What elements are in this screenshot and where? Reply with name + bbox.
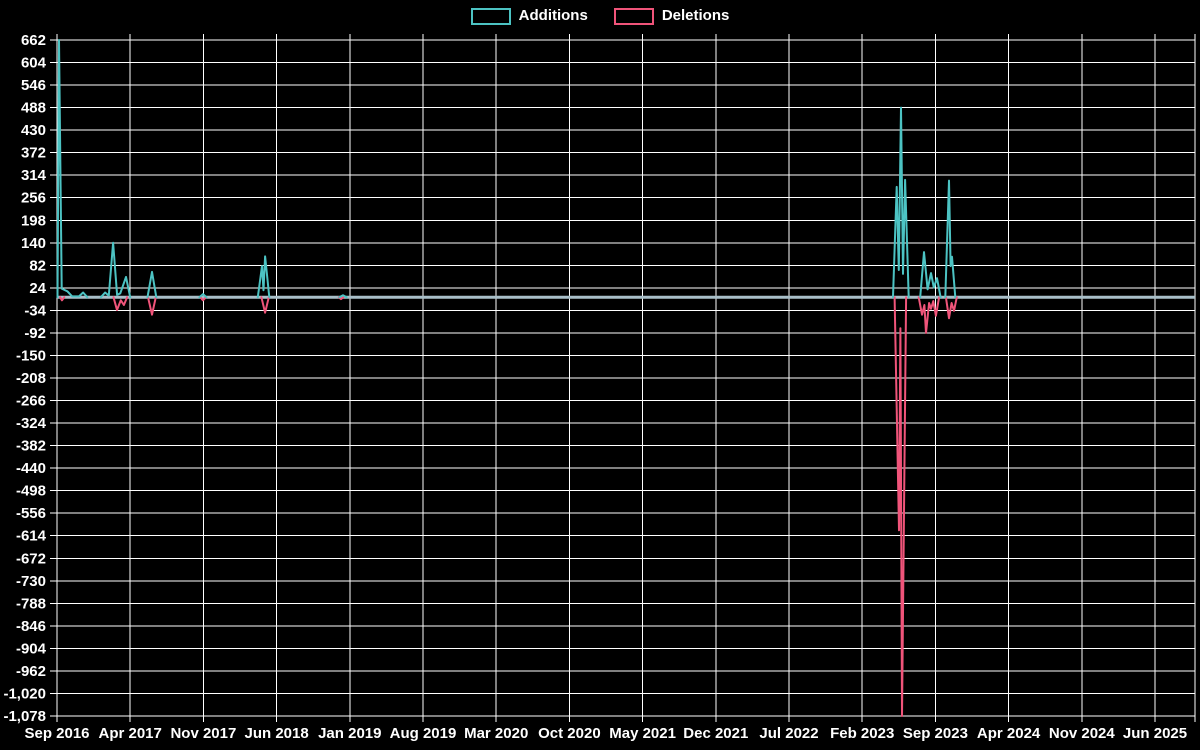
y-tick-label: -846	[16, 618, 46, 635]
y-tick-label: -34	[24, 302, 46, 319]
y-tick-label: -92	[24, 325, 46, 342]
y-tick-label: 314	[21, 167, 47, 184]
y-tick-label: 662	[21, 32, 46, 49]
additions-line-segment	[944, 179, 957, 299]
x-tick-label: Oct 2020	[538, 725, 601, 742]
x-tick-label: Mar 2020	[464, 725, 528, 742]
x-tick-label: Apr 2024	[977, 725, 1041, 742]
y-tick-label: -672	[16, 550, 46, 567]
y-tick-label: -150	[16, 347, 46, 364]
deletions-line-segment	[260, 296, 270, 314]
y-tick-label: 24	[29, 280, 46, 297]
y-tick-label: -324	[16, 415, 47, 432]
x-tick-label: Sep 2023	[903, 725, 968, 742]
additions-line-segment	[919, 251, 942, 299]
deletions-line-segment	[59, 296, 66, 302]
x-tick-label: Jan 2019	[318, 725, 381, 742]
deletions-line-segment	[944, 296, 958, 320]
additions-line-segment	[146, 270, 158, 299]
deletions-line-segment	[917, 296, 941, 334]
y-tick-label: -1,078	[3, 708, 46, 725]
legend-item-deletions[interactable]: Deletions	[613, 7, 730, 25]
legend-label-additions: Additions	[518, 7, 588, 24]
y-tick-label: -266	[16, 393, 46, 410]
additions-line-segment	[198, 293, 208, 299]
y-tick-label: -498	[16, 483, 46, 500]
y-tick-label: -556	[16, 505, 46, 522]
x-tick-label: Jun 2018	[244, 725, 308, 742]
x-tick-label: May 2021	[609, 725, 676, 742]
x-tick-label: Dec 2021	[683, 725, 748, 742]
x-tick-label: Jul 2022	[759, 725, 818, 742]
deletions-line-segment	[893, 296, 908, 717]
y-tick-label: -208	[16, 370, 46, 387]
deletions-swatch-icon	[613, 7, 654, 25]
x-tick-label: Feb 2023	[830, 725, 894, 742]
legend-label-deletions: Deletions	[661, 7, 730, 24]
additions-line-segment	[892, 106, 910, 299]
x-tick-label: Nov 2017	[170, 725, 236, 742]
y-tick-label: 546	[21, 77, 46, 94]
y-tick-label: 604	[21, 55, 47, 72]
additions-swatch-icon	[470, 7, 511, 25]
y-tick-label: -904	[16, 640, 47, 657]
y-tick-label: 256	[21, 190, 46, 207]
y-tick-label: -730	[16, 573, 46, 590]
additions-line-segment	[99, 241, 132, 299]
y-tick-label: -1,020	[3, 685, 46, 702]
chart-legend: Additions Deletions	[0, 7, 1200, 25]
x-tick-label: Sep 2016	[24, 725, 89, 742]
y-tick-label: 372	[21, 145, 46, 162]
legend-item-additions[interactable]: Additions	[470, 7, 588, 25]
y-tick-label: -962	[16, 663, 46, 680]
y-tick-label: -788	[16, 595, 46, 612]
deletions-line-segment	[199, 296, 207, 302]
deletions-line-segment	[147, 296, 157, 316]
y-tick-label: -614	[16, 528, 47, 545]
y-tick-label: 488	[21, 100, 46, 117]
y-tick-label: 198	[21, 212, 46, 229]
x-tick-label: Apr 2017	[99, 725, 162, 742]
additions-line-segment	[256, 255, 271, 299]
y-tick-label: 140	[21, 235, 46, 252]
x-tick-label: Nov 2024	[1049, 725, 1116, 742]
x-tick-label: Jun 2025	[1123, 725, 1187, 742]
y-tick-label: -440	[16, 460, 46, 477]
x-tick-label: Aug 2019	[390, 725, 457, 742]
y-tick-label: -382	[16, 438, 46, 455]
y-tick-label: 430	[21, 122, 46, 139]
deletions-line-segment	[112, 296, 129, 311]
additions-line-segment	[338, 294, 348, 299]
y-tick-label: 82	[29, 257, 46, 274]
additions-line-segment	[56, 39, 89, 299]
